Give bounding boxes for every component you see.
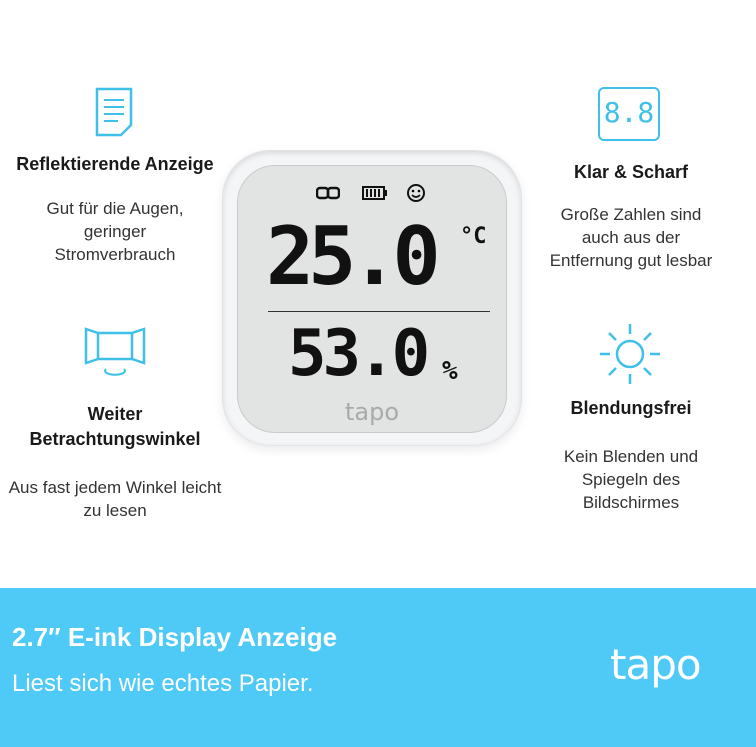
digits-icon: 8.8 — [598, 87, 660, 141]
feature-text: Große Zahlen sind auch aus der Entfernun… — [549, 205, 713, 270]
humidity-value: 53.0 — [288, 317, 430, 391]
feature-text: Kein Blenden und Spiegeln des Bildschirm… — [563, 447, 699, 512]
battery-icon — [362, 186, 387, 200]
sun-icon — [600, 324, 660, 384]
feature-reflective: Reflektierende Anzeige Gut für die Augen… — [0, 152, 230, 266]
feature-text: Gut für die Augen, geringer Stromverbrau… — [46, 199, 184, 264]
temperature-value: 25.0 — [266, 210, 441, 303]
link-icon — [316, 186, 340, 200]
banner-subtitle: Liest sich wie echtes Papier. — [12, 670, 314, 697]
document-icon — [95, 87, 133, 137]
bottom-banner: 2.7″ E-ink Display Anzeige Liest sich wi… — [0, 588, 756, 747]
feature-title: Reflektierende Anzeige — [16, 154, 214, 174]
tapo-logo: tapo — [610, 640, 702, 689]
feature-antiglare: Blendungsfrei Kein Blenden und Spiegeln … — [516, 396, 746, 514]
brand-logo: tapo — [344, 398, 400, 426]
eink-screen: 25.0 °C 53.0 % tapo — [237, 165, 507, 433]
feature-text: Aus fast jedem Winkel leicht zu lesen — [8, 478, 222, 520]
feature-clear: Klar & Scharf Große Zahlen sind auch aus… — [516, 160, 746, 272]
smiley-icon — [407, 184, 425, 202]
feature-viewing-angle: Weiter Betrachtungswinkel Aus fast jedem… — [0, 402, 230, 522]
feature-title: Klar & Scharf — [573, 162, 689, 182]
temperature-unit: °C — [460, 224, 487, 249]
feature-title: Weiter Betrachtungswinkel — [29, 404, 201, 449]
banner-title: 2.7″ E-ink Display Anzeige — [12, 622, 338, 652]
viewing-angle-icon — [84, 327, 146, 376]
humidity-unit: % — [442, 356, 458, 386]
thermometer-device: 25.0 °C 53.0 % tapo — [222, 150, 522, 446]
feature-title: Blendungsfrei — [570, 398, 692, 418]
divider — [268, 311, 490, 312]
